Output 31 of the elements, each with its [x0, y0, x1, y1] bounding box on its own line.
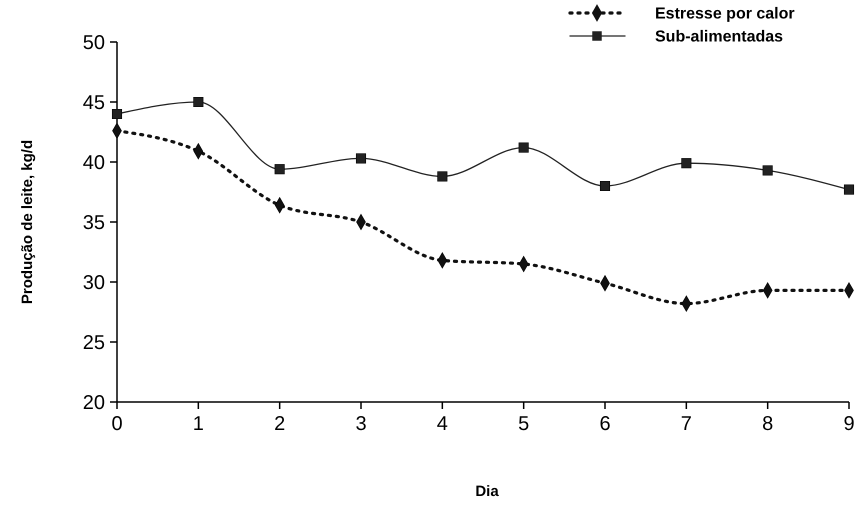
- y-tick-label: 50: [82, 32, 105, 54]
- x-tick-label: 6: [599, 413, 611, 435]
- x-tick-label: 0: [111, 413, 123, 435]
- x-tick-label: 4: [436, 413, 448, 435]
- point: [844, 184, 854, 195]
- y-tick-label: 20: [82, 392, 105, 414]
- point: [518, 142, 529, 153]
- point: [762, 165, 773, 176]
- legend-label: Sub-alimentadas: [655, 28, 784, 46]
- point: [681, 158, 692, 168]
- y-tick-label: 30: [82, 272, 105, 294]
- x-axis-title: Dia: [475, 483, 500, 500]
- y-tick-label: 40: [82, 152, 105, 174]
- y-tick-label: 35: [82, 212, 105, 234]
- x-tick-label: 9: [843, 413, 855, 435]
- x-tick-label: 3: [355, 413, 367, 435]
- x-tick-label: 1: [192, 413, 204, 435]
- y-tick-label: 25: [82, 332, 105, 354]
- point: [274, 164, 285, 174]
- point: [600, 180, 610, 192]
- point: [356, 153, 366, 164]
- point: [437, 171, 448, 182]
- legend-label: Estresse por calor: [655, 6, 795, 23]
- x-tick-label: 7: [680, 413, 692, 435]
- x-tick-label: 8: [762, 413, 774, 435]
- point: [112, 108, 122, 120]
- y-tick-label: 45: [82, 92, 105, 114]
- x-tick-label: 5: [518, 413, 530, 435]
- y-axis-title: Produção de leite, kg/d: [19, 140, 36, 304]
- x-tick-label: 2: [274, 413, 286, 435]
- point: [193, 96, 204, 108]
